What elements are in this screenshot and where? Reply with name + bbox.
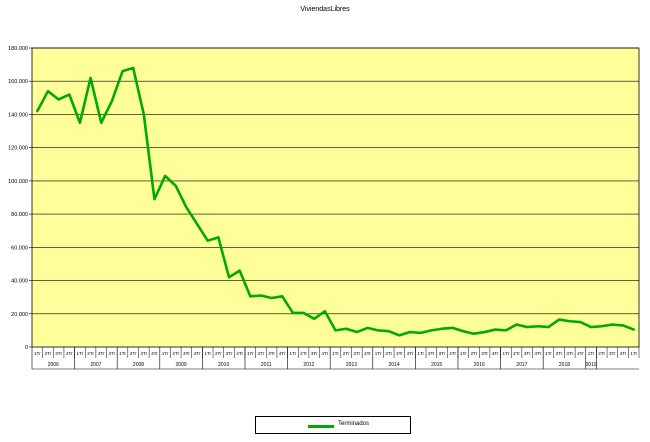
year-label: 2008 xyxy=(133,362,144,368)
year-label: 2018 xyxy=(559,362,570,368)
x-tick-label: 1Tr xyxy=(630,351,637,356)
x-tick-label: 2Tr xyxy=(87,351,94,356)
year-label: 2015 xyxy=(431,362,442,368)
x-tick-label: 1Tr xyxy=(204,351,211,356)
x-tick-label: 3Tr xyxy=(609,351,616,356)
x-tick-label: 4Tr xyxy=(577,351,584,356)
plot-area xyxy=(31,47,640,348)
year-label: 2013 xyxy=(346,362,357,368)
legend-swatch-terminados xyxy=(308,425,334,428)
x-tick-label: 1Tr xyxy=(332,351,339,356)
y-tick-label: 60.000 xyxy=(11,245,28,251)
x-tick-label: 2Tr xyxy=(428,351,435,356)
x-tick-label: 4Tr xyxy=(236,351,243,356)
legend: Terminados xyxy=(255,416,411,434)
x-tick-label: 1Tr xyxy=(290,351,297,356)
x-tick-label: 4Tr xyxy=(151,351,158,356)
y-tick-label: 80.000 xyxy=(11,212,28,218)
year-label: 2016 xyxy=(474,362,485,368)
y-tick-label: 160.000 xyxy=(8,79,28,85)
x-tick-label: 4Tr xyxy=(321,351,328,356)
year-label: 2011 xyxy=(261,362,272,368)
x-tick-label: 1Tr xyxy=(417,351,424,356)
x-tick-label: 3Tr xyxy=(353,351,360,356)
year-label: 2010 xyxy=(218,362,229,368)
y-tick-label: 20.000 xyxy=(11,312,28,318)
x-tick-label: 1Tr xyxy=(460,351,467,356)
x-tick-label: 3Tr xyxy=(566,351,573,356)
y-tick-label: 100.000 xyxy=(8,179,28,185)
year-label: 2014 xyxy=(389,362,400,368)
x-tick-label: 1Tr xyxy=(119,351,126,356)
x-tick-label: 3Tr xyxy=(268,351,275,356)
x-tick-label: 2Tr xyxy=(215,351,222,356)
x-tick-label: 1Tr xyxy=(247,351,254,356)
x-tick-label: 4Tr xyxy=(66,351,73,356)
chart-title: ViviendasLibres xyxy=(300,6,350,13)
x-tick-label: 2Tr xyxy=(130,351,137,356)
x-tick-label: 4Tr xyxy=(194,351,201,356)
x-tick-label: 3Tr xyxy=(524,351,531,356)
x-tick-label: 2Tr xyxy=(45,351,52,356)
year-label: 2009 xyxy=(176,362,187,368)
x-tick-label: 3Tr xyxy=(226,351,233,356)
series-line-terminados xyxy=(36,66,635,337)
y-tick-label: 40.000 xyxy=(11,279,28,285)
x-tick-label: 3Tr xyxy=(98,351,105,356)
x-tick-label: 3Tr xyxy=(396,351,403,356)
x-tick-label: 4Tr xyxy=(364,351,371,356)
legend-label-terminados: Terminados xyxy=(338,421,370,427)
y-tick-label: 0 xyxy=(25,345,28,351)
x-tick-label: 1Tr xyxy=(545,351,552,356)
x-tick-label: 2Tr xyxy=(385,351,392,356)
x-tick-label: 2Tr xyxy=(258,351,265,356)
x-tick-label: 2Tr xyxy=(300,351,307,356)
year-label: 2007 xyxy=(90,362,101,368)
x-tick-label: 4Tr xyxy=(534,351,541,356)
x-tick-label: 1Tr xyxy=(503,351,510,356)
x-tick-label: 2Tr xyxy=(513,351,520,356)
x-tick-label: 3Tr xyxy=(183,351,190,356)
x-tick-label: 2Tr xyxy=(172,351,179,356)
x-tick-label: 4Tr xyxy=(407,351,414,356)
x-tick-label: 4Tr xyxy=(109,351,116,356)
x-tick-label: 3Tr xyxy=(55,351,62,356)
x-tick-label: 2Tr xyxy=(471,351,478,356)
x-tick-label: 1Tr xyxy=(34,351,41,356)
x-tick-label: 2Tr xyxy=(556,351,563,356)
x-tick-label: 3Tr xyxy=(439,351,446,356)
year-label: 2019 xyxy=(586,362,597,368)
year-label: 2006 xyxy=(48,362,59,368)
x-tick-label: 1Tr xyxy=(77,351,84,356)
x-tick-label: 1Tr xyxy=(588,351,595,356)
x-tick-label: 2Tr xyxy=(598,351,605,356)
x-tick-label: 4Tr xyxy=(279,351,286,356)
x-tick-label: 4Tr xyxy=(620,351,627,356)
x-tick-label: 3Tr xyxy=(481,351,488,356)
x-tick-label: 3Tr xyxy=(140,351,147,356)
x-tick-label: 3Tr xyxy=(311,351,318,356)
year-label: 2017 xyxy=(516,362,527,368)
x-tick-label: 1Tr xyxy=(375,351,382,356)
y-tick-label: 180.000 xyxy=(8,46,28,52)
x-tick-label: 4Tr xyxy=(492,351,499,356)
y-tick-label: 120.000 xyxy=(8,146,28,152)
x-tick-label: 4Tr xyxy=(449,351,456,356)
x-tick-label: 2Tr xyxy=(343,351,350,356)
y-tick-label: 140.000 xyxy=(8,112,28,118)
x-tick-label: 1Tr xyxy=(162,351,169,356)
year-label: 2012 xyxy=(303,362,314,368)
